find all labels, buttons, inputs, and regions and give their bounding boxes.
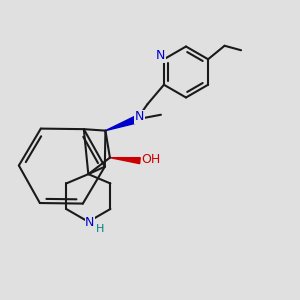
Polygon shape [105, 116, 138, 131]
Text: N: N [156, 49, 166, 62]
Text: H: H [95, 224, 104, 234]
Text: OH: OH [142, 153, 161, 166]
Text: N: N [85, 216, 94, 229]
Text: N: N [135, 110, 144, 123]
Polygon shape [110, 158, 140, 164]
